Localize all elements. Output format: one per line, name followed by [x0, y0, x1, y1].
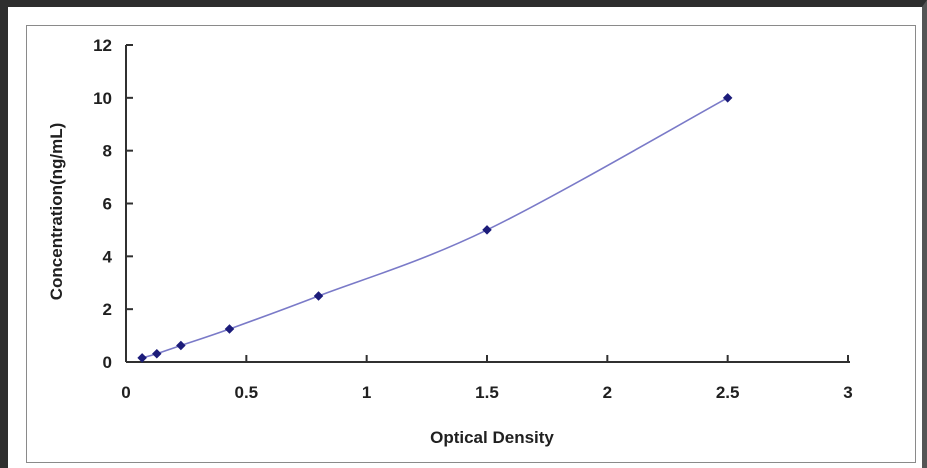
data-point	[313, 291, 324, 301]
fitted-curve-layer	[141, 97, 729, 359]
data-point	[152, 348, 162, 359]
ticks: 0 0.5 1 1.5 2 2.5 3 0 2 4 6 8 10 12	[93, 36, 853, 402]
chart-panel	[26, 25, 916, 463]
y-tick-label: 0	[103, 353, 112, 372]
data-point	[137, 353, 147, 363]
data-point	[176, 340, 186, 351]
x-tick-label: 1.5	[475, 383, 499, 402]
x-tick-label: 0.5	[235, 383, 259, 402]
x-tick-label: 3	[843, 383, 852, 402]
x-tick-label: 2	[603, 383, 612, 402]
x-tick-label: 2.5	[716, 383, 740, 402]
data-point	[224, 324, 235, 334]
fitted-curve	[141, 97, 729, 359]
y-tick-label: 12	[93, 36, 112, 55]
y-tick-label: 4	[103, 247, 113, 266]
y-tick-label: 8	[103, 142, 112, 161]
x-axis-title: Optical Density	[430, 428, 554, 447]
y-tick-label: 2	[103, 300, 112, 319]
y-axis-title: Concentration(ng/mL)	[47, 123, 66, 301]
data-point	[482, 225, 492, 235]
x-tick-label: 0	[121, 383, 130, 402]
data-point	[722, 93, 733, 103]
axes	[125, 45, 850, 363]
y-tick-label: 10	[93, 89, 112, 108]
x-tick-label: 1	[362, 383, 371, 402]
data-points-layer	[137, 93, 733, 363]
y-tick-label: 6	[103, 195, 112, 214]
